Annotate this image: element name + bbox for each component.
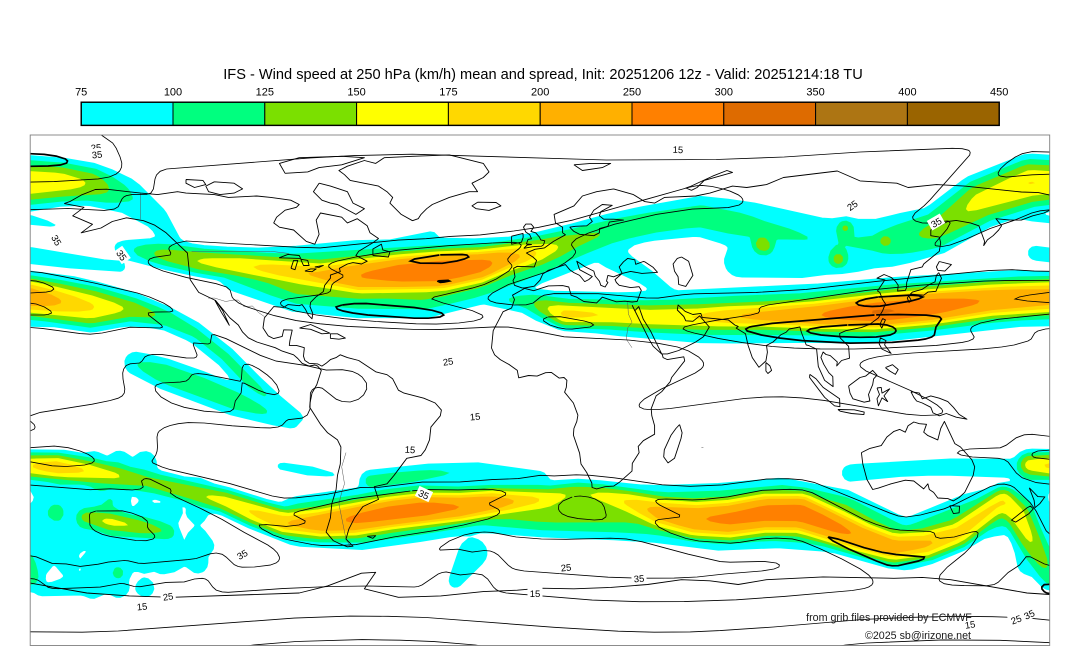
svg-text:35: 35 — [633, 574, 644, 586]
svg-text:200: 200 — [531, 87, 549, 99]
svg-text:125: 125 — [256, 87, 274, 99]
svg-text:©2025 sb@irizone.net: ©2025 sb@irizone.net — [865, 630, 971, 642]
svg-text:100: 100 — [164, 87, 182, 99]
svg-text:15: 15 — [672, 145, 683, 157]
svg-text:35: 35 — [235, 548, 250, 563]
svg-text:25: 25 — [1010, 613, 1024, 627]
svg-text:35: 35 — [929, 216, 944, 231]
svg-text:35: 35 — [1023, 608, 1037, 622]
svg-text:350: 350 — [806, 87, 824, 99]
svg-text:from grib files provided by EC: from grib files provided by ECMWF — [806, 612, 972, 624]
svg-text:450: 450 — [990, 87, 1008, 99]
svg-text:15: 15 — [469, 412, 480, 424]
svg-text:250: 250 — [623, 87, 641, 99]
svg-text:15: 15 — [964, 619, 976, 631]
svg-text:150: 150 — [347, 87, 365, 99]
svg-text:15: 15 — [136, 601, 148, 613]
svg-text:35: 35 — [48, 233, 63, 248]
svg-text:35: 35 — [113, 248, 128, 263]
svg-text:25: 25 — [162, 591, 174, 603]
svg-text:25: 25 — [560, 562, 572, 574]
svg-text:175: 175 — [439, 87, 457, 99]
svg-text:25: 25 — [90, 143, 101, 155]
svg-text:IFS - Wind speed at 250 hPa (k: IFS - Wind speed at 250 hPa (km/h) mean … — [223, 67, 863, 83]
svg-text:400: 400 — [898, 87, 916, 99]
svg-text:35: 35 — [91, 149, 103, 161]
svg-text:15: 15 — [530, 589, 541, 600]
svg-text:25: 25 — [442, 356, 454, 368]
svg-text:75: 75 — [75, 87, 87, 99]
svg-text:15: 15 — [404, 445, 415, 457]
svg-text:300: 300 — [715, 87, 733, 99]
svg-text:35: 35 — [416, 488, 430, 502]
svg-text:25: 25 — [845, 199, 860, 214]
